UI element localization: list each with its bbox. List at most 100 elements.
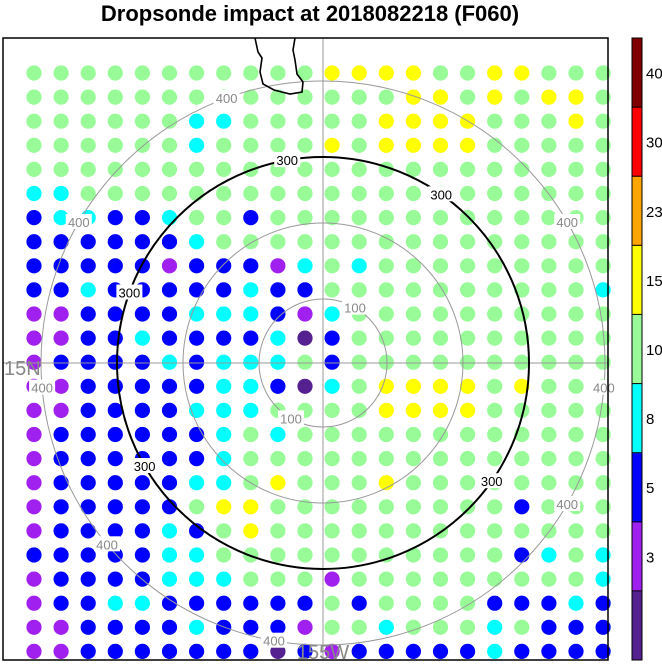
longitude-label: 155W [297,642,349,664]
colorbar-segment [632,590,642,661]
data-point [26,65,42,81]
data-point [107,354,123,370]
data-point [405,354,421,370]
data-point [80,161,96,177]
data-point [568,282,584,298]
data-point [324,547,340,563]
data-point [487,113,503,129]
data-point [378,643,394,660]
data-point [460,330,476,346]
data-point [243,258,259,274]
data-point [134,330,150,346]
data-point [432,330,449,346]
data-point [53,137,69,153]
data-point [460,643,476,660]
data-point [595,547,611,563]
colorbar-label: 30 [646,135,662,152]
data-point [243,210,259,226]
data-point [405,161,421,177]
data-point [107,426,123,443]
data-point [541,426,557,443]
data-point [378,619,394,635]
data-point [270,475,286,491]
data-point [270,185,286,202]
data-point [514,137,530,153]
data-point [189,330,205,346]
data-point [270,137,286,153]
colorbar-segment [632,521,642,592]
data-point [460,161,476,177]
data-point [514,451,530,467]
data-point [405,571,421,587]
data-point [297,378,313,394]
data-point [405,426,421,443]
data-point [189,595,205,611]
ring-label: 100 [280,411,302,426]
data-point [568,65,584,81]
data-point [541,113,557,129]
data-point [270,499,286,515]
ring-label-background [554,496,581,511]
data-point [80,402,96,418]
data-point [297,137,313,153]
data-point [432,113,449,129]
data-point [460,137,476,153]
colorbar-label: 10 [646,342,662,359]
data-point [107,595,123,611]
data-point [26,137,42,153]
data-point [460,282,476,298]
plot-background [3,38,608,660]
data-point [270,571,286,587]
data-point [297,523,313,539]
data-point [432,571,449,587]
data-point [189,258,205,274]
data-point [405,330,421,346]
range-ring [182,222,464,504]
data-point [53,185,69,202]
data-point [405,185,421,202]
data-point [297,451,313,467]
ring-label-background [116,284,143,300]
data-point [487,426,503,443]
data-point [568,185,584,202]
data-point [595,475,611,491]
data-point [460,426,476,443]
data-point [107,451,123,467]
data-point [161,65,178,81]
data-point [405,137,421,153]
data-point [432,65,449,81]
data-point [541,330,557,346]
data-point [432,306,449,322]
data-point [297,306,313,322]
data-point [405,499,421,515]
data-point [487,258,503,274]
data-point [324,643,340,660]
data-point [432,547,449,563]
data-point [80,113,96,129]
data-point [487,354,503,370]
ring-label: 400 [216,91,238,106]
data-point [53,571,69,587]
data-point [541,643,557,660]
ring-label: 300 [481,474,503,489]
colorbar-label: 15 [646,273,662,290]
data-point [134,65,150,81]
data-point [297,89,313,105]
data-point [595,65,611,81]
data-point [432,234,449,250]
data-point [53,89,69,105]
data-point [189,643,205,660]
data-point [297,595,313,611]
chart-title: Dropsonde impact at 2018082218 (F060) [100,1,520,26]
data-point [324,378,340,394]
data-point [568,619,584,635]
ring-label: 300 [134,459,156,474]
data-point [243,137,259,153]
data-point [53,378,69,394]
data-point [460,571,476,587]
data-point [378,306,394,322]
data-point [541,451,557,467]
data-point [189,185,205,202]
ring-label-background [213,90,240,105]
data-point [405,523,421,539]
